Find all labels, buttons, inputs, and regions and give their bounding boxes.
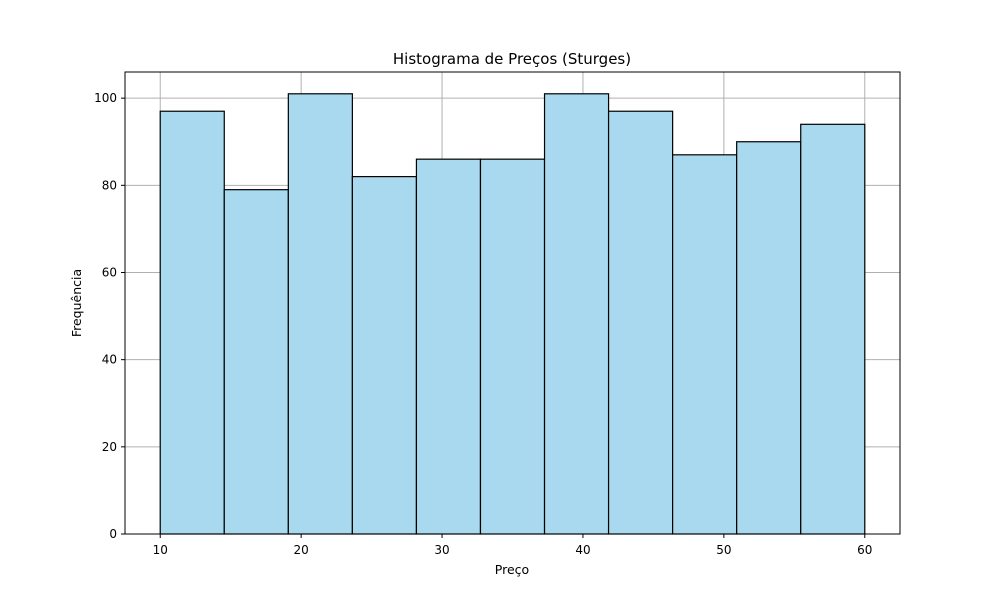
histogram-bar — [672, 154, 738, 535]
y-tick-label: 80 — [102, 178, 117, 192]
histogram-bar — [287, 93, 353, 535]
y-tick-label: 60 — [102, 265, 117, 279]
histogram-bar — [223, 189, 289, 535]
histogram-bar — [607, 110, 674, 535]
histogram-bar — [351, 176, 418, 535]
y-tick-label: 40 — [102, 353, 117, 367]
histogram-bar — [543, 93, 610, 535]
chart-title: Histograma de Preços (Sturges) — [393, 50, 631, 68]
histogram-bar — [479, 158, 546, 535]
bars — [159, 93, 866, 535]
y-tick-label: 0 — [109, 527, 117, 541]
x-axis-label: Preço — [495, 562, 529, 577]
y-tick-label: 20 — [102, 440, 117, 454]
x-tick-label: 60 — [857, 543, 872, 557]
x-tick-label: 50 — [716, 543, 731, 557]
histogram-bar — [736, 141, 802, 535]
histogram-bar — [800, 123, 866, 535]
x-axis-ticks: 10 20 30 40 50 60 — [153, 534, 872, 557]
x-tick-label: 10 — [153, 543, 168, 557]
plot-frame — [124, 71, 901, 535]
y-tick-label: 100 — [94, 91, 117, 105]
y-axis-ticks: 0 20 40 60 80 100 — [94, 91, 125, 541]
x-tick-label: 40 — [575, 543, 590, 557]
x-tick-label: 20 — [293, 543, 308, 557]
x-tick-label: 30 — [434, 543, 449, 557]
histogram-bar — [415, 158, 482, 535]
histogram-bar — [159, 110, 225, 535]
y-axis-label: Frequência — [69, 269, 84, 337]
